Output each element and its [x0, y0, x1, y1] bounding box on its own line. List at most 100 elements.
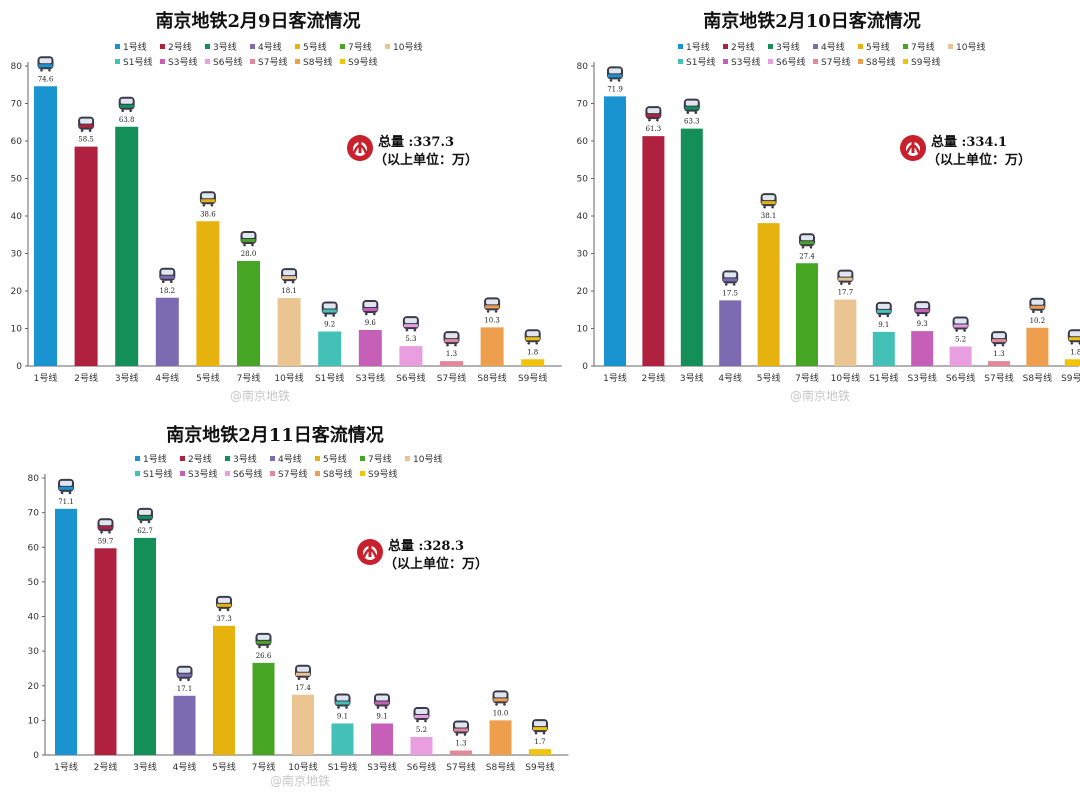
- train-icon: [97, 518, 114, 534]
- chart-1: 南京地铁2月9日客流情况 1号线 2号线 3号线 4号线 5号线 7号线 10号线 S1号线 S3…: [11, 10, 562, 403]
- legend-swatch: [295, 59, 300, 64]
- train-icon: [295, 664, 311, 681]
- legend-swatch: [813, 59, 818, 64]
- legend-swatch: [315, 471, 320, 476]
- category-label: S3号线: [356, 372, 385, 384]
- category-label: S3号线: [367, 761, 396, 773]
- y-tick-label: 40: [577, 212, 589, 222]
- legend-swatch: [723, 59, 728, 64]
- bar-5号线: [213, 625, 235, 755]
- value-label: 5.2: [955, 336, 966, 344]
- bar-7号线: [796, 263, 818, 366]
- legend-entry: 10号线: [413, 453, 442, 465]
- legend-swatch: [205, 59, 210, 64]
- train-icon: [374, 693, 390, 709]
- y-tick-label: 70: [11, 100, 23, 110]
- category-label: S8号线: [477, 372, 506, 384]
- category-label: S7号线: [984, 372, 1013, 384]
- bar-3号线: [134, 537, 156, 755]
- legend-entry: 1号线: [686, 41, 710, 53]
- legend-swatch: [135, 471, 140, 476]
- legend-entry: S3号线: [188, 468, 217, 480]
- value-label: 17.1: [177, 685, 193, 693]
- bar-2号线: [642, 136, 665, 366]
- legend-swatch: [340, 44, 345, 49]
- legend-entry: 5号线: [323, 453, 347, 465]
- value-label: 28.0: [241, 250, 257, 258]
- value-label: 9.2: [324, 321, 335, 329]
- value-label: 10.3: [484, 316, 500, 324]
- bar-7号线: [252, 662, 275, 755]
- train-icon: [645, 106, 662, 122]
- legend-entry: S6号线: [213, 56, 242, 68]
- legend-swatch: [160, 44, 165, 49]
- category-label: S1号线: [328, 761, 357, 773]
- bar-4号线: [173, 695, 196, 755]
- value-label: 63.8: [119, 116, 135, 124]
- bar-7号线: [237, 261, 260, 366]
- y-tick-label: 0: [33, 751, 39, 761]
- legend-swatch: [115, 44, 120, 49]
- category-label: 2号线: [74, 372, 98, 384]
- nanjing-metro-logo-icon: [900, 135, 926, 161]
- legend-swatch: [858, 59, 863, 64]
- train-icon: [37, 56, 54, 72]
- train-icon: [321, 301, 338, 317]
- train-icon: [492, 690, 509, 706]
- legend-entry: S3号线: [731, 56, 760, 68]
- y-tick-label: 40: [28, 613, 40, 623]
- y-tick-label: 10: [11, 325, 23, 335]
- total-ridership: 总量 :328.3: [388, 538, 464, 554]
- train-icon: [524, 329, 541, 345]
- category-label: S7号线: [446, 761, 475, 773]
- legend-swatch: [180, 456, 185, 461]
- train-icon: [991, 331, 1007, 347]
- category-label: S9号线: [525, 761, 554, 773]
- y-tick-label: 80: [11, 62, 23, 72]
- legend-swatch: [678, 59, 683, 64]
- category-label: S8号线: [1023, 372, 1052, 384]
- legend-swatch: [225, 471, 230, 476]
- train-icon: [402, 316, 419, 332]
- legend-swatch: [360, 471, 365, 476]
- category-label: 1号线: [603, 372, 627, 384]
- train-icon: [799, 233, 815, 249]
- category-label: S9号线: [518, 372, 547, 384]
- y-tick-label: 80: [28, 474, 40, 484]
- train-icon: [760, 193, 777, 209]
- legend-swatch: [903, 59, 908, 64]
- watermark: @南京地铁: [270, 773, 330, 788]
- train-icon: [453, 720, 469, 736]
- watermark: @南京地铁: [230, 388, 290, 403]
- category-label: 2号线: [642, 372, 666, 384]
- legend-swatch: [768, 59, 773, 64]
- y-tick-label: 60: [28, 543, 40, 553]
- bar-S3号线: [371, 723, 393, 755]
- value-label: 59.7: [98, 537, 114, 545]
- value-label: 1.8: [527, 348, 538, 356]
- unit-note: （以上单位：万）: [374, 152, 478, 168]
- category-label: 4号线: [173, 761, 197, 773]
- legend-swatch: [270, 456, 275, 461]
- legend-entry: 3号线: [213, 41, 237, 53]
- watermark: @南京地铁: [790, 388, 850, 403]
- legend-entry: S6号线: [233, 468, 262, 480]
- nanjing-metro-logo-icon: [347, 135, 373, 161]
- y-tick-label: 80: [577, 62, 589, 72]
- train-icon: [281, 268, 298, 284]
- legend-entry: S6号线: [776, 56, 805, 68]
- bar-5号线: [196, 221, 220, 366]
- chart-title: 南京地铁2月10日客流情况: [703, 10, 921, 32]
- bar-S9号线: [529, 749, 551, 755]
- train-icon: [607, 66, 623, 82]
- bar-S1号线: [318, 331, 342, 366]
- bar-S1号线: [872, 331, 895, 366]
- legend-swatch: [250, 44, 255, 49]
- value-label: 27.4: [799, 252, 815, 260]
- train-icon: [255, 632, 272, 649]
- train-icon: [58, 478, 74, 495]
- y-tick-label: 30: [28, 647, 40, 657]
- value-label: 18.2: [160, 287, 176, 295]
- legend-swatch: [813, 44, 818, 49]
